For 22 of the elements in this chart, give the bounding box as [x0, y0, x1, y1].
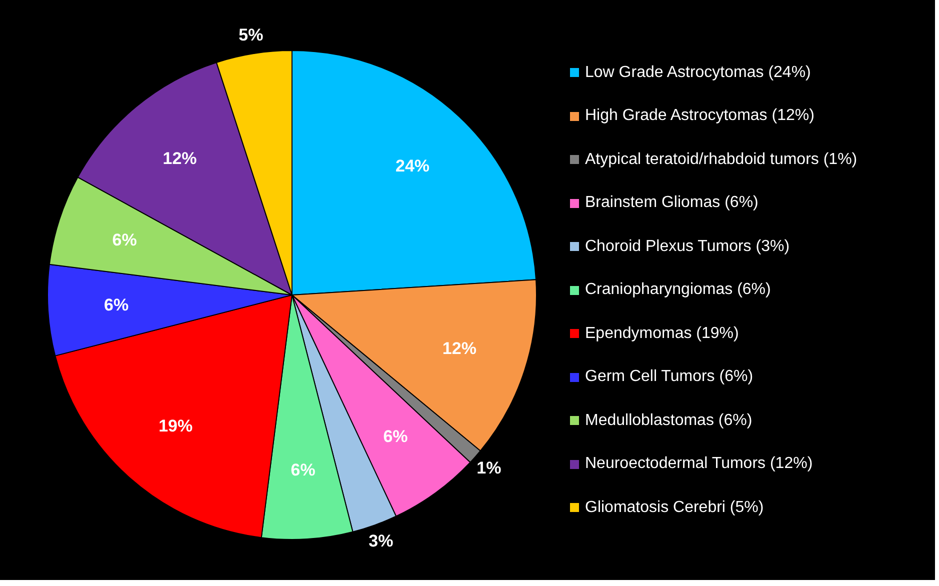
- legend-label: Germ Cell Tumors (6%): [585, 368, 754, 386]
- legend-label: Choroid Plexus Tumors (3%): [585, 238, 790, 256]
- legend-label: Low Grade Astrocytomas (24%): [585, 64, 811, 82]
- data-label: 6%: [112, 230, 137, 250]
- data-label: 24%: [395, 156, 430, 176]
- data-label: 12%: [162, 149, 197, 168]
- legend-label: Craniopharyngiomas (6%): [585, 281, 771, 299]
- data-label: 1%: [476, 458, 502, 478]
- legend-label: Gliomatosis Cerebri (5%): [585, 498, 764, 516]
- legend-label: Medulloblastomas (6%): [585, 412, 752, 430]
- data-label: 6%: [290, 460, 316, 480]
- legend-label: Neuroectodermal Tumors (12%): [585, 455, 813, 473]
- data-label: 6%: [104, 296, 129, 315]
- data-label: 5%: [238, 25, 264, 44]
- data-label: 12%: [442, 339, 476, 358]
- legend-label: Brainstem Gliomas (6%): [585, 194, 758, 212]
- legend-label: High Grade Astrocytomas (12%): [585, 107, 814, 125]
- legend-label: Ependymomas (19%): [585, 324, 739, 342]
- legend-label: Atypical teratoid/rhabdoid tumors (1%): [585, 150, 858, 168]
- data-label: 19%: [158, 416, 193, 436]
- data-label: 3%: [368, 532, 394, 551]
- data-label: 6%: [383, 427, 408, 446]
